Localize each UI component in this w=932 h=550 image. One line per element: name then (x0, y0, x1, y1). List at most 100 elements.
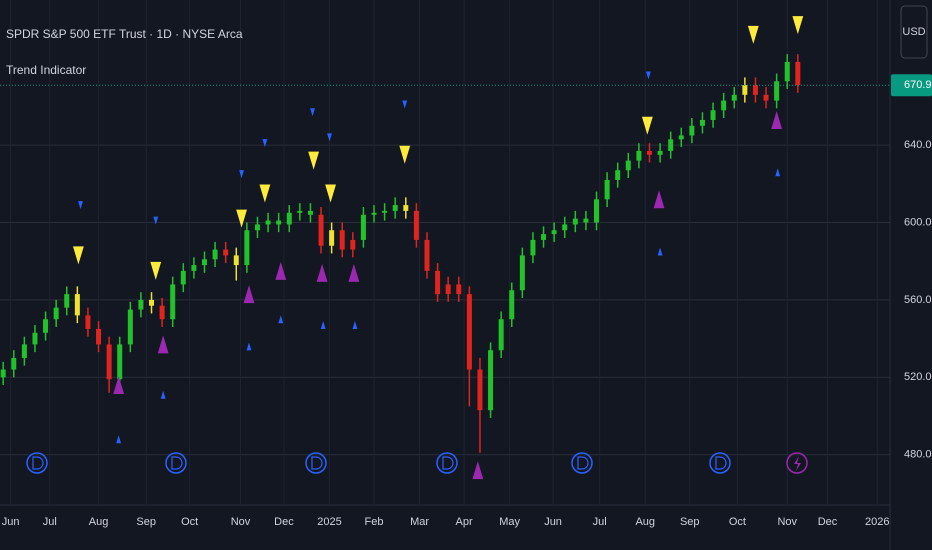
bar-body (689, 125, 695, 136)
bar-body (74, 294, 80, 316)
signal-marker (747, 25, 759, 44)
grid (0, 0, 890, 505)
bar-body (307, 210, 313, 215)
bar-body (742, 85, 748, 95)
bar-body (583, 218, 589, 223)
bar-body (339, 230, 345, 250)
signal-marker (641, 116, 653, 135)
bar-body (223, 249, 229, 256)
signal-marker (327, 133, 332, 142)
x-tick-label: Dec (274, 516, 294, 528)
bar-body (551, 230, 557, 235)
bar-body (488, 350, 494, 411)
signal-marker (775, 168, 781, 177)
dividend-marker[interactable] (165, 452, 187, 474)
dividend-marker[interactable] (709, 452, 731, 474)
dividend-marker[interactable] (26, 452, 48, 474)
signal-marker (792, 16, 804, 35)
bar-body (233, 255, 239, 266)
bar-body (254, 224, 260, 231)
currency-button[interactable] (900, 5, 928, 59)
signal-marker (73, 246, 84, 265)
x-tick-label: Oct (729, 516, 746, 528)
y-tick-label: 640.00 (904, 139, 932, 151)
signal-marker (325, 184, 336, 203)
event-markers (26, 452, 808, 474)
bars (0, 54, 801, 453)
signal-marker (275, 261, 287, 280)
bar-body (96, 328, 102, 345)
signal-marker (116, 435, 122, 444)
x-tick-label: Jun (2, 516, 20, 528)
last-price-box (891, 74, 932, 97)
x-tick-label: 2026 (865, 516, 889, 528)
x-tick-label: Jun (544, 516, 562, 528)
bar-body (297, 210, 303, 213)
signal-marker (310, 108, 315, 117)
bar-body (784, 61, 790, 82)
chart-title: SPDR S&P 500 ETF Trust · 1D · NYSE Arca (6, 27, 243, 41)
dividend-icon (32, 456, 727, 470)
bar-body (64, 294, 70, 308)
bar-body (752, 85, 758, 95)
bar-body (509, 290, 515, 320)
bar-body (159, 305, 165, 320)
bar-body (763, 94, 769, 101)
signal-marker (246, 342, 252, 351)
signal-marker (402, 100, 408, 109)
bar-body (265, 220, 271, 225)
bar-body (646, 150, 652, 155)
signal-marker (78, 201, 83, 210)
signal-marker (653, 190, 665, 209)
bar-body (21, 344, 27, 358)
bar-body (594, 199, 600, 223)
bar-body (562, 224, 568, 231)
bar-body (360, 214, 366, 240)
signal-marker (278, 315, 284, 324)
signal-marker (308, 151, 320, 170)
signal-marker (150, 261, 162, 280)
signal-marker (113, 376, 125, 395)
signal-marker (236, 209, 247, 228)
x-tick-label: Dec (818, 516, 838, 528)
x-tick-label: May (499, 516, 520, 528)
x-tick-label: Sep (136, 516, 156, 528)
currency-label: USD (902, 26, 925, 38)
x-tick-label: Nov (777, 516, 797, 528)
earnings-icon (794, 456, 801, 471)
bar-body (392, 205, 398, 211)
indicator-name: Trend Indicator (6, 63, 86, 77)
bar-body (170, 284, 176, 320)
signal-marker (259, 184, 271, 203)
bar-body (572, 218, 578, 225)
x-tick-label: Jul (593, 516, 607, 528)
bar-body (127, 309, 133, 345)
bar-body (604, 179, 610, 200)
bar-body (710, 110, 716, 120)
bar-body (615, 170, 621, 180)
x-tick-label: Mar (410, 516, 429, 528)
bar-body (149, 299, 155, 306)
bar-body (657, 150, 663, 155)
bar-body (625, 160, 631, 171)
dividend-marker[interactable] (305, 452, 327, 474)
bar-body (699, 119, 705, 126)
x-tick-label: Jul (43, 516, 57, 528)
bar-body (382, 210, 388, 213)
bar-body (85, 315, 91, 329)
bar-body (32, 332, 38, 345)
dividend-marker[interactable] (436, 452, 458, 474)
signal-marker (771, 110, 783, 129)
bar-body (668, 139, 674, 151)
bar-body (678, 135, 684, 140)
signal-marker (646, 71, 651, 80)
bar-body (138, 299, 144, 310)
y-tick-label: 560.00 (904, 294, 932, 306)
earnings-marker[interactable] (786, 452, 808, 474)
bar-body (466, 294, 472, 370)
dividend-marker[interactable] (571, 452, 593, 474)
bar-body (435, 270, 441, 295)
bar-body (212, 249, 218, 260)
bar-body (43, 319, 49, 333)
